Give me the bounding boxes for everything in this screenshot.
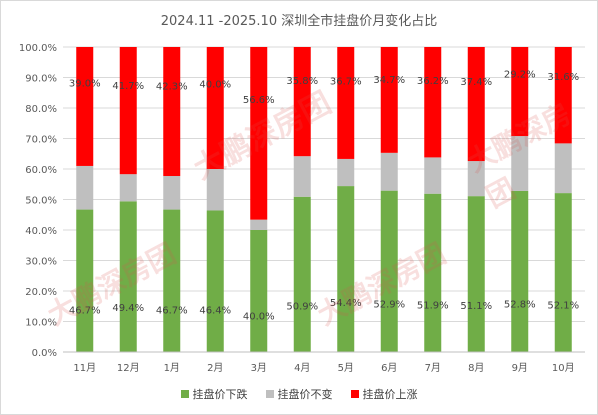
x-tick-label: 2月 bbox=[207, 362, 223, 374]
data-label: 29.2% bbox=[504, 70, 536, 81]
bar-segment bbox=[554, 193, 572, 352]
data-label: 36.2% bbox=[417, 76, 449, 87]
bar-segment bbox=[554, 47, 572, 144]
y-tick-label: 80.0% bbox=[25, 104, 57, 115]
bar-segment bbox=[337, 186, 355, 352]
bar-segment bbox=[206, 210, 224, 352]
chart-title: 2024.11 -2025.10 深圳全市挂盘价月变化占比 bbox=[160, 14, 438, 29]
data-label: 35.8% bbox=[286, 76, 318, 87]
data-label: 37.4% bbox=[460, 77, 492, 88]
legend-swatch-down bbox=[180, 390, 189, 398]
data-label: 51.9% bbox=[417, 301, 449, 312]
bar-segment bbox=[250, 47, 268, 220]
bar-segment bbox=[206, 47, 224, 169]
bar-segment bbox=[76, 209, 94, 352]
bar-segment bbox=[250, 230, 268, 352]
bar-segment bbox=[293, 196, 311, 352]
bar-segment bbox=[76, 165, 94, 210]
legend-swatch-flat bbox=[265, 390, 274, 398]
y-tick-label: 50.0% bbox=[25, 196, 57, 207]
bar-segment bbox=[380, 47, 398, 153]
x-tick-label: 8月 bbox=[468, 362, 484, 374]
data-label: 36.7% bbox=[330, 77, 362, 88]
x-tick-label: 5月 bbox=[338, 362, 354, 374]
bar-segment bbox=[467, 161, 485, 197]
legend-label-flat: 挂盘价不变 bbox=[277, 388, 333, 401]
legend-label-down: 挂盘价下跌 bbox=[192, 388, 248, 401]
y-tick-label: 90.0% bbox=[25, 74, 57, 85]
x-tick-label: 7月 bbox=[425, 362, 441, 374]
bar-segment bbox=[467, 47, 485, 162]
bar-segment bbox=[337, 158, 355, 187]
bar-segment bbox=[511, 190, 529, 352]
data-label: 42.3% bbox=[156, 82, 188, 93]
bar-segment bbox=[337, 47, 355, 159]
bar-segment bbox=[206, 169, 224, 211]
legend-label-up: 挂盘价上涨 bbox=[362, 388, 418, 401]
bar-segment bbox=[554, 143, 572, 194]
x-tick-label: 9月 bbox=[512, 362, 528, 374]
bar-segment bbox=[380, 152, 398, 191]
bar-segment bbox=[467, 196, 485, 352]
legend-swatch-up bbox=[350, 390, 359, 398]
legend: 挂盘价下跌 挂盘价不变 挂盘价上涨 bbox=[1, 386, 597, 402]
data-label: 54.4% bbox=[330, 298, 362, 309]
x-tick-label: 10月 bbox=[552, 362, 575, 374]
bar-segment bbox=[163, 209, 181, 352]
bar-segment bbox=[511, 136, 529, 191]
x-tick-label: 1月 bbox=[164, 362, 180, 374]
data-label: 46.7% bbox=[156, 305, 188, 316]
data-label: 46.7% bbox=[69, 305, 101, 316]
y-tick-label: 60.0% bbox=[25, 165, 57, 176]
bar-segment bbox=[119, 47, 137, 175]
data-label: 52.9% bbox=[373, 300, 405, 311]
x-tick-label: 12月 bbox=[117, 362, 140, 374]
y-tick-label: 30.0% bbox=[25, 257, 57, 268]
y-tick-label: 20.0% bbox=[25, 287, 57, 298]
bar-segment bbox=[119, 201, 137, 352]
x-tick-label: 6月 bbox=[381, 362, 397, 374]
bar-segment bbox=[163, 47, 181, 177]
data-label: 52.8% bbox=[504, 300, 536, 311]
data-label: 34.7% bbox=[373, 75, 405, 86]
legend-item-flat: 挂盘价不变 bbox=[265, 386, 333, 402]
data-label: 51.1% bbox=[460, 301, 492, 312]
data-label: 41.7% bbox=[112, 81, 144, 92]
bar-segment bbox=[119, 174, 137, 202]
y-tick-label: 40.0% bbox=[25, 226, 57, 237]
data-label: 31.6% bbox=[547, 72, 579, 83]
bar-segment bbox=[163, 176, 181, 210]
data-label: 46.4% bbox=[199, 306, 231, 317]
bar-segment bbox=[424, 47, 442, 158]
legend-item-up: 挂盘价上涨 bbox=[350, 386, 418, 402]
bar-segment bbox=[293, 47, 311, 157]
y-tick-label: 0.0% bbox=[32, 348, 57, 359]
x-tick-label: 11月 bbox=[73, 362, 96, 374]
x-tick-label: 4月 bbox=[294, 362, 310, 374]
y-tick-label: 100.0% bbox=[19, 43, 57, 54]
data-label: 39.0% bbox=[69, 79, 101, 90]
bar-segment bbox=[380, 190, 398, 352]
bar-segment bbox=[293, 156, 311, 197]
bar-segment bbox=[424, 157, 442, 194]
bar-segment bbox=[250, 219, 268, 230]
data-label: 49.4% bbox=[112, 303, 144, 314]
bar-segment bbox=[76, 47, 94, 166]
bar-segment bbox=[511, 47, 529, 137]
data-label: 56.6% bbox=[243, 95, 275, 106]
data-label: 50.9% bbox=[286, 301, 318, 312]
x-tick-label: 3月 bbox=[251, 362, 267, 374]
data-label: 52.1% bbox=[547, 300, 579, 311]
bar-segment bbox=[424, 193, 442, 352]
legend-item-down: 挂盘价下跌 bbox=[180, 386, 248, 402]
y-tick-label: 10.0% bbox=[25, 318, 57, 329]
y-tick-label: 70.0% bbox=[25, 135, 57, 146]
data-label: 40.0% bbox=[243, 311, 275, 322]
data-label: 40.0% bbox=[199, 80, 231, 91]
